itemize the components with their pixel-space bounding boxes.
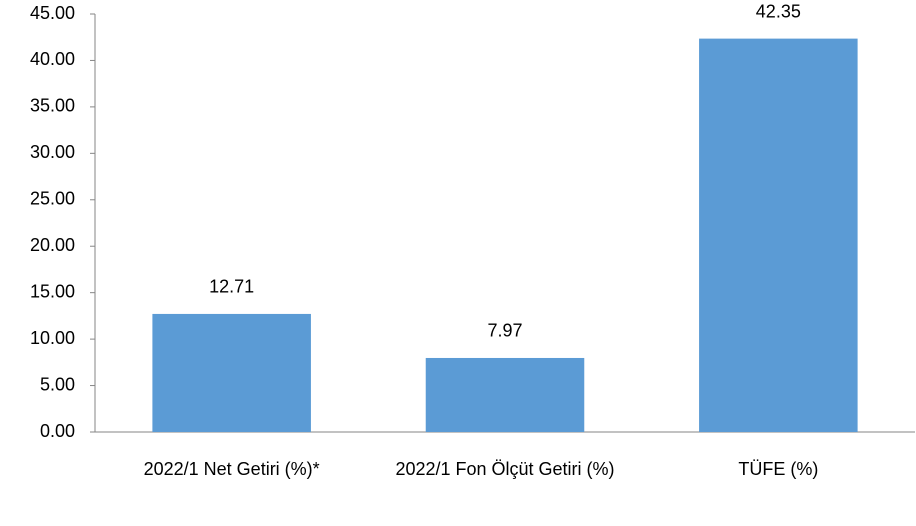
x-tick-label: 2022/1 Fon Ölçüt Getiri (%) (395, 459, 615, 479)
x-tick-label: TÜFE (%) (738, 459, 819, 479)
bar (425, 357, 585, 432)
data-label: 12.71 (209, 277, 254, 297)
data-label: 42.35 (756, 1, 801, 21)
x-tick-label: 2022/1 Net Getiri (%)* (143, 459, 320, 479)
bar (699, 38, 858, 433)
y-tick-label: 15.00 (30, 281, 75, 301)
data-label: 7.97 (487, 321, 522, 341)
bar (152, 313, 311, 432)
y-tick-label: 20.00 (30, 235, 75, 255)
y-tick-label: 40.00 (30, 49, 75, 69)
y-tick-label: 5.00 (40, 374, 75, 394)
y-tick-label: 35.00 (30, 96, 75, 116)
y-tick-label: 45.00 (30, 3, 75, 23)
y-tick-label: 25.00 (30, 189, 75, 209)
y-tick-label: 30.00 (30, 142, 75, 162)
y-tick-label: 10.00 (30, 328, 75, 348)
y-tick-label: 0.00 (40, 421, 75, 441)
